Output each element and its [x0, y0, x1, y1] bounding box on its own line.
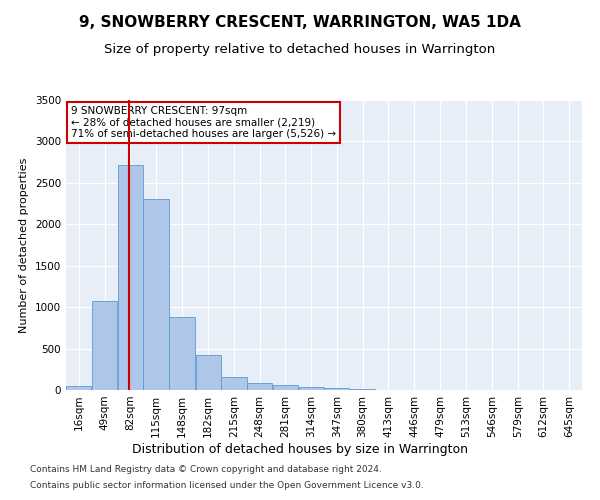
Text: Distribution of detached houses by size in Warrington: Distribution of detached houses by size …	[132, 442, 468, 456]
Bar	[221, 376, 247, 390]
Bar	[350, 389, 375, 390]
Text: 9 SNOWBERRY CRESCENT: 97sqm
← 28% of detached houses are smaller (2,219)
71% of : 9 SNOWBERRY CRESCENT: 97sqm ← 28% of det…	[71, 106, 336, 139]
Bar	[143, 200, 169, 390]
Bar	[324, 388, 349, 390]
Text: Contains public sector information licensed under the Open Government Licence v3: Contains public sector information licen…	[30, 480, 424, 490]
Bar	[66, 386, 91, 390]
Bar	[196, 355, 221, 390]
Bar	[273, 386, 298, 390]
Bar	[247, 382, 272, 390]
Bar	[118, 164, 143, 390]
Y-axis label: Number of detached properties: Number of detached properties	[19, 158, 29, 332]
Bar	[169, 317, 195, 390]
Text: 9, SNOWBERRY CRESCENT, WARRINGTON, WA5 1DA: 9, SNOWBERRY CRESCENT, WARRINGTON, WA5 1…	[79, 15, 521, 30]
Bar	[299, 387, 324, 390]
Text: Size of property relative to detached houses in Warrington: Size of property relative to detached ho…	[104, 42, 496, 56]
Text: Contains HM Land Registry data © Crown copyright and database right 2024.: Contains HM Land Registry data © Crown c…	[30, 466, 382, 474]
Bar	[92, 300, 117, 390]
